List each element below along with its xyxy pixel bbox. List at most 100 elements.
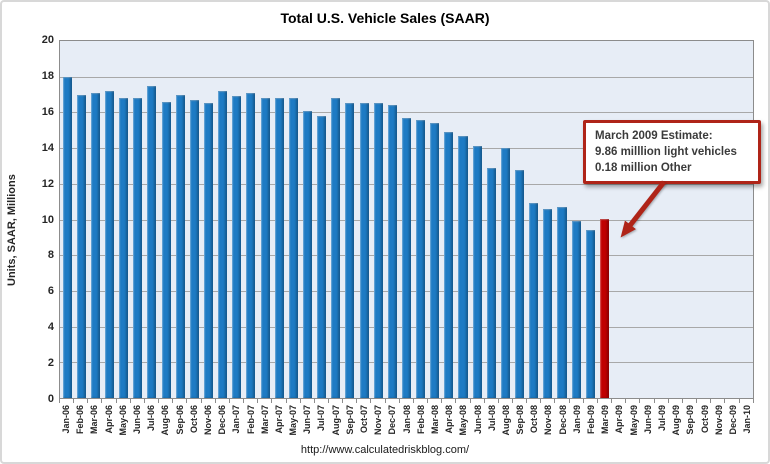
x-label-slot: Sep-09 xyxy=(683,405,697,449)
x-tick-mark xyxy=(513,399,528,403)
chart-title: Total U.S. Vehicle Sales (SAAR) xyxy=(280,10,490,26)
x-tick-label-Oct-07: Oct-07 xyxy=(359,405,370,434)
x-label-slot: Jun-08 xyxy=(470,405,484,449)
bar-slot-Oct-08 xyxy=(527,41,541,398)
bar-Oct-07 xyxy=(359,103,369,398)
bar-Apr-08 xyxy=(444,132,454,398)
x-label-slot: Dec-06 xyxy=(215,405,229,449)
x-axis-tick-labels: Jan-06 Feb-06 Mar-06 Apr-06 May-06 Jun-06 Jul-… xyxy=(59,405,754,449)
bar-slot-Oct-07 xyxy=(357,41,371,398)
x-tick-label-Feb-08: Feb-08 xyxy=(415,405,426,435)
bar-slot-Jul-07 xyxy=(315,41,329,398)
x-tick-mark xyxy=(527,399,542,403)
x-tick-label-Sep-06: Sep-06 xyxy=(174,405,185,435)
bar-Jun-07 xyxy=(302,110,312,398)
bar-slot-Jan-06 xyxy=(60,41,74,398)
x-tick-mark xyxy=(315,399,329,403)
x-tick-mark xyxy=(258,399,273,403)
x-label-slot: Oct-07 xyxy=(357,405,371,449)
x-tick-label-Jan-06: Jan-06 xyxy=(61,405,72,434)
y-tick-label-2: 2 xyxy=(47,357,54,370)
x-tick-label-Mar-06: Mar-06 xyxy=(89,405,100,435)
x-tick-label-May-09: May-09 xyxy=(628,405,639,436)
x-label-slot: Jun-06 xyxy=(130,405,144,449)
x-tick-mark xyxy=(414,399,429,403)
x-label-slot: Aug-09 xyxy=(669,405,683,449)
y-axis-title: Units, SAAR, Millions xyxy=(6,174,18,286)
bar-slot-Nov-08 xyxy=(541,41,555,398)
x-label-slot: Feb-07 xyxy=(243,405,257,449)
y-tick-label-10: 10 xyxy=(41,213,54,226)
x-tick-mark xyxy=(400,399,414,403)
x-tick-label-Aug-06: Aug-06 xyxy=(160,405,171,436)
x-tick-mark xyxy=(301,399,315,403)
x-label-slot: May-06 xyxy=(116,405,130,449)
footer-url: http://www.calculatedriskblog.com/ xyxy=(300,444,470,456)
x-label-slot: Jun-07 xyxy=(300,405,314,449)
x-tick-label-Jan-09: Jan-09 xyxy=(571,405,582,434)
bar-Jan-06 xyxy=(62,76,72,398)
x-tick-mark xyxy=(102,399,117,403)
bar-Oct-08 xyxy=(529,203,539,398)
y-tick-label-4: 4 xyxy=(47,321,54,334)
x-label-slot: Aug-08 xyxy=(499,405,513,449)
x-tick-mark xyxy=(343,399,358,403)
x-tick-label-Dec-08: Dec-08 xyxy=(557,405,568,435)
bar-Jun-06 xyxy=(133,98,143,398)
bar-Feb-08 xyxy=(416,119,426,398)
bar-slot-Feb-09 xyxy=(583,41,597,398)
x-label-slot: Feb-08 xyxy=(414,405,428,449)
bar-slot-Nov-09 xyxy=(710,41,724,398)
x-tick-label-Sep-08: Sep-08 xyxy=(515,405,526,435)
x-tick-mark xyxy=(683,399,698,403)
x-tick-label-Aug-09: Aug-09 xyxy=(671,405,682,436)
x-label-slot: Mar-09 xyxy=(598,405,612,449)
x-tick-mark xyxy=(485,399,499,403)
bar-Nov-08 xyxy=(543,208,553,398)
bar-Sep-07 xyxy=(345,103,355,398)
x-tick-label-May-07: May-07 xyxy=(288,405,299,436)
x-tick-mark xyxy=(202,399,216,403)
bar-slot-Oct-06 xyxy=(187,41,201,398)
bar-Nov-06 xyxy=(203,103,213,398)
bar-slot-Mar-07 xyxy=(258,41,272,398)
bar-Dec-06 xyxy=(218,90,228,398)
y-tick-label-18: 18 xyxy=(41,69,54,82)
x-tick-label-Nov-09: Nov-09 xyxy=(713,405,724,436)
x-tick-mark xyxy=(88,399,103,403)
x-tick-mark xyxy=(640,399,655,403)
bar-Feb-07 xyxy=(246,92,256,398)
bar-Nov-07 xyxy=(373,103,383,398)
annotation-line-2: 9.86 milllion light vehicles xyxy=(595,146,737,158)
x-tick-label-Dec-07: Dec-07 xyxy=(387,405,398,435)
x-tick-mark xyxy=(230,399,245,403)
x-label-slot: Apr-07 xyxy=(272,405,286,449)
x-label-slot: May-08 xyxy=(456,405,470,449)
x-tick-mark xyxy=(725,399,740,403)
bar-slot-Dec-09 xyxy=(725,41,739,398)
x-tick-label-Aug-08: Aug-08 xyxy=(500,405,511,436)
x-tick-mark xyxy=(386,399,400,403)
x-label-slot: Mar-08 xyxy=(428,405,442,449)
y-tick-label-12: 12 xyxy=(41,177,54,190)
x-label-slot: Jul-08 xyxy=(485,405,499,449)
bar-Feb-06 xyxy=(76,94,86,398)
x-label-slot: May-09 xyxy=(627,405,641,449)
x-tick-label-Jun-06: Jun-06 xyxy=(132,405,143,435)
x-tick-mark xyxy=(655,399,669,403)
x-tick-mark xyxy=(145,399,160,403)
x-tick-mark xyxy=(287,399,301,403)
x-tick-label-Oct-06: Oct-06 xyxy=(188,405,199,434)
bar-slot-Nov-07 xyxy=(371,41,385,398)
x-label-slot: Jan-08 xyxy=(400,405,414,449)
x-tick-label-Jul-08: Jul-08 xyxy=(486,405,497,432)
bar-Apr-07 xyxy=(274,98,284,398)
x-tick-label-Jul-09: Jul-09 xyxy=(656,405,667,432)
x-tick-label-Mar-07: Mar-07 xyxy=(259,405,270,435)
bar-Dec-08 xyxy=(557,207,567,398)
x-tick-label-Feb-07: Feb-07 xyxy=(245,405,256,435)
gridline-16 xyxy=(60,112,753,114)
bar-slot-Mar-09 xyxy=(597,41,611,398)
bar-Mar-06 xyxy=(90,92,100,398)
bar-Mar-08 xyxy=(430,123,440,398)
